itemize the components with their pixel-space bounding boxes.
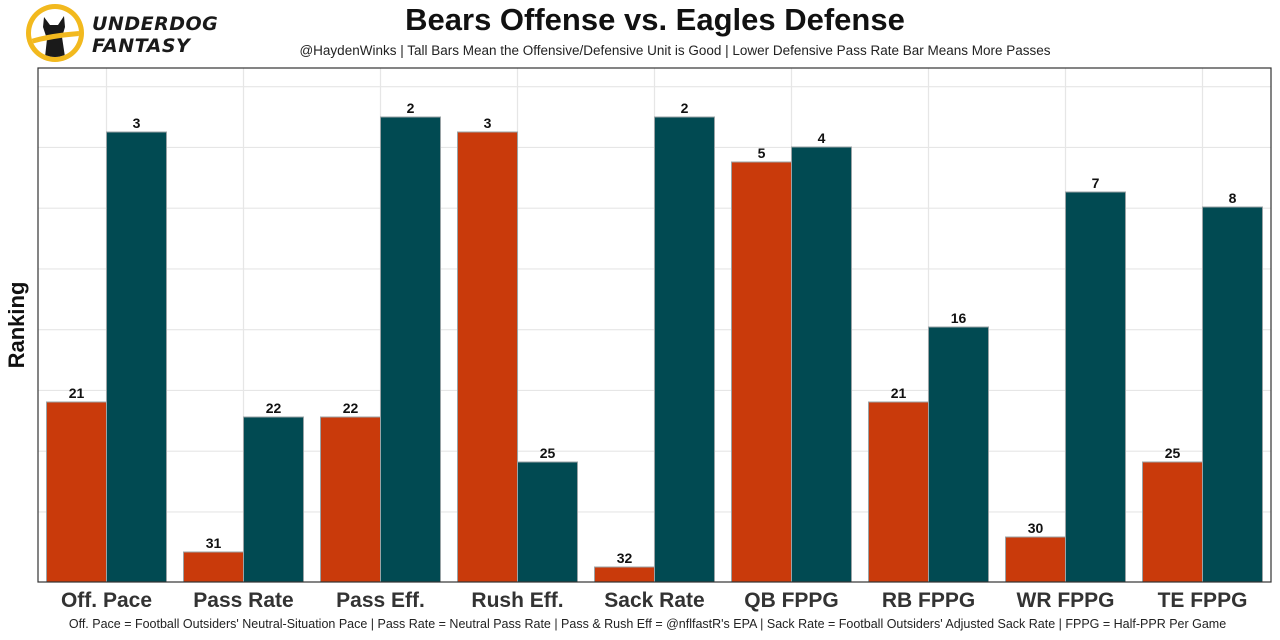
bars	[46, 116, 1263, 583]
bar-defense	[517, 461, 578, 583]
logo-text-underdog: UNDERDOG	[92, 13, 219, 35]
bar-value-label: 3	[133, 115, 141, 131]
bar-offense	[868, 401, 929, 583]
bar-defense	[928, 326, 989, 583]
bar-value-label: 22	[266, 400, 282, 416]
bar-defense	[106, 131, 167, 583]
bar-value-label: 32	[617, 550, 633, 566]
bar-value-label: 4	[818, 130, 826, 146]
x-tick-label: Pass Eff.	[336, 589, 425, 612]
underdog-fantasy-logo: UNDERDOG FANTASY	[26, 4, 266, 64]
plot-panel-border	[37, 67, 1272, 583]
bar-defense	[791, 146, 852, 583]
bar-value-label: 7	[1092, 175, 1100, 191]
chart-caption: Off. Pace = Football Outsiders' Neutral-…	[68, 617, 1227, 631]
x-tick-label: QB FPPG	[744, 589, 839, 612]
bar-value-label: 5	[758, 145, 766, 161]
bar-offense	[1005, 536, 1066, 583]
bar-value-label: 25	[540, 445, 556, 461]
x-tick-label: Sack Rate	[604, 589, 704, 612]
bar-offense	[320, 416, 381, 583]
bar-offense	[594, 566, 655, 583]
bar-offense	[1142, 461, 1203, 583]
chart-title: Bears Offense vs. Eagles Defense	[405, 2, 905, 37]
logo-badge	[26, 4, 84, 62]
bar-value-label: 30	[1028, 520, 1044, 536]
bar-offense	[731, 161, 792, 583]
bar-defense	[1065, 191, 1126, 583]
bar-value-label: 25	[1165, 445, 1181, 461]
x-tick-label: WR FPPG	[1017, 589, 1115, 612]
x-tick-label: Rush Eff.	[471, 589, 563, 612]
bar-value-label: 3	[484, 115, 492, 131]
bar-offense	[183, 551, 244, 583]
x-tick-label: Pass Rate	[193, 589, 293, 612]
bar-offense	[46, 401, 107, 583]
x-tick-label: RB FPPG	[882, 589, 975, 612]
bar-defense	[654, 116, 715, 583]
chart-subtitle: @HaydenWinks | Tall Bars Mean the Offens…	[299, 43, 1051, 58]
bar-value-label: 21	[69, 385, 85, 401]
bar-value-label: 22	[343, 400, 359, 416]
x-tick-labels: Off. Pace Pass Rate Pass Eff. Rush Eff. Sack…	[61, 589, 1247, 612]
bar-value-label: 2	[681, 100, 689, 116]
bar-defense	[1202, 206, 1263, 583]
logo-text-fantasy: FANTASY	[92, 35, 191, 57]
bar-value-label: 21	[891, 385, 907, 401]
x-tick-label: TE FPPG	[1158, 589, 1248, 612]
bar-defense	[243, 416, 304, 583]
bar-value-label: 2	[407, 100, 415, 116]
dog-icon	[31, 16, 79, 57]
bar-value-label: 8	[1229, 190, 1237, 206]
bar-value-label: 16	[951, 310, 967, 326]
x-tick-label: Off. Pace	[61, 589, 152, 612]
bar-offense	[457, 131, 518, 583]
bar-value-label: 31	[206, 535, 222, 551]
bar-defense	[380, 116, 441, 583]
